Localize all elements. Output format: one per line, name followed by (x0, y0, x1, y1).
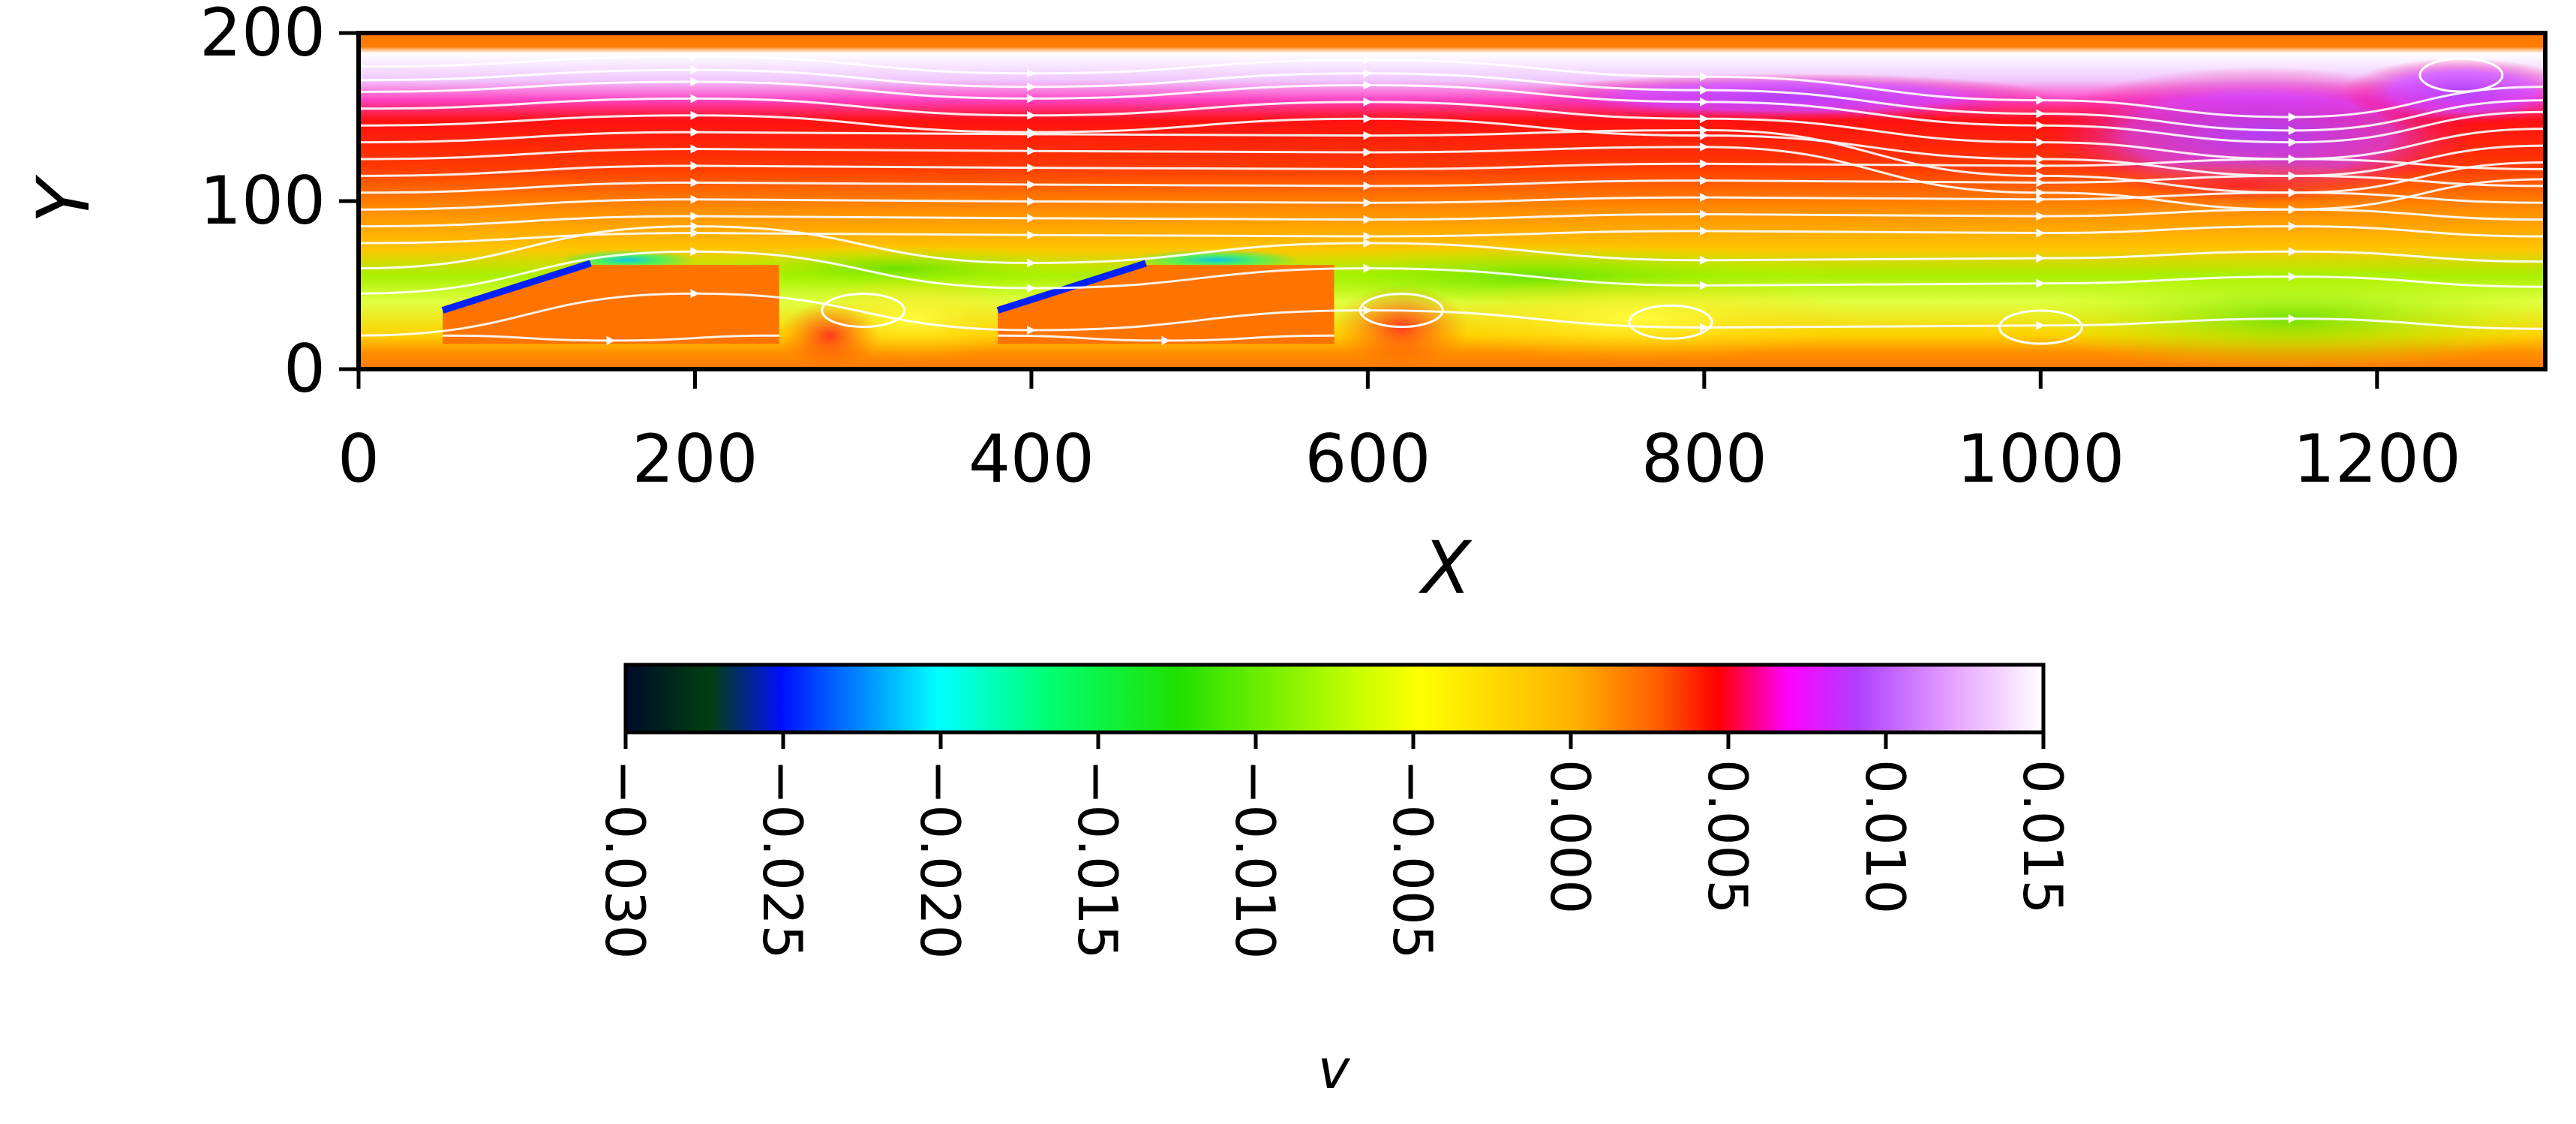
y-axis-title: Y (22, 174, 106, 223)
yellow-patch-1 (1418, 276, 1856, 361)
y-tick-label: 200 (200, 0, 326, 71)
colorbar-tick-label: −0.030 (593, 759, 656, 959)
x-tick-label: 800 (1641, 420, 1767, 497)
streamline-4 (359, 221, 2545, 245)
y-tick-label: 0 (284, 330, 326, 407)
recirculation-1 (821, 293, 906, 329)
colorbar-bar (623, 663, 2046, 735)
colorbar-ticks: −0.030 −0.025 −0.020 −0.015 −0.010 −0.005 0.00… (593, 732, 2074, 959)
x-tick-label: 0 (338, 420, 380, 497)
streamlines (359, 52, 2545, 345)
colorbar-tick-label: 0.005 (1696, 759, 1759, 914)
underflow-2 (998, 334, 1335, 345)
recirculation-2 (1359, 293, 1444, 329)
colorbar-tick-label: 0.010 (1854, 759, 1917, 914)
y-tick-label: 100 (200, 162, 326, 239)
recirculation-3 (1628, 304, 1713, 340)
x-tick-label: 200 (632, 420, 758, 497)
streamline-1 (359, 289, 2545, 337)
colorbar-tick-label: −0.025 (751, 759, 814, 959)
x-tick-label: 600 (1305, 420, 1431, 497)
recirculation-4 (1998, 309, 2083, 345)
x-tick-label: 400 (968, 420, 1094, 497)
red-patch-3 (2091, 161, 2394, 208)
colorbar-tick-label: 0.015 (2011, 759, 2074, 914)
obstacle-edge-block-1 (441, 260, 592, 314)
x-tick-label: 1000 (1956, 420, 2124, 497)
colorbar-tick-label: 0.000 (1539, 759, 1602, 914)
x-axis: 0 200 400 600 800 1000 1200 (338, 369, 2461, 497)
colorbar-tick-label: −0.010 (1223, 759, 1286, 959)
colorbar-tick-label: −0.020 (908, 759, 971, 959)
colorbar: −0.030 −0.025 −0.020 −0.015 −0.010 −0.005 0.00… (593, 663, 2074, 1101)
colorbar-tick-label: −0.015 (1066, 759, 1129, 959)
x-tick-label: 1200 (2293, 420, 2461, 497)
y-axis: 0 100 200 (200, 0, 359, 407)
x-axis-title: X (1418, 526, 1473, 610)
colorbar-label: v (1318, 1038, 1351, 1101)
underflow-1 (443, 334, 779, 345)
plot-area (359, 33, 2545, 369)
recirculation-5 (2418, 57, 2504, 93)
streamline-15 (359, 52, 2545, 122)
colorbar-tick-label: −0.005 (1381, 759, 1444, 959)
